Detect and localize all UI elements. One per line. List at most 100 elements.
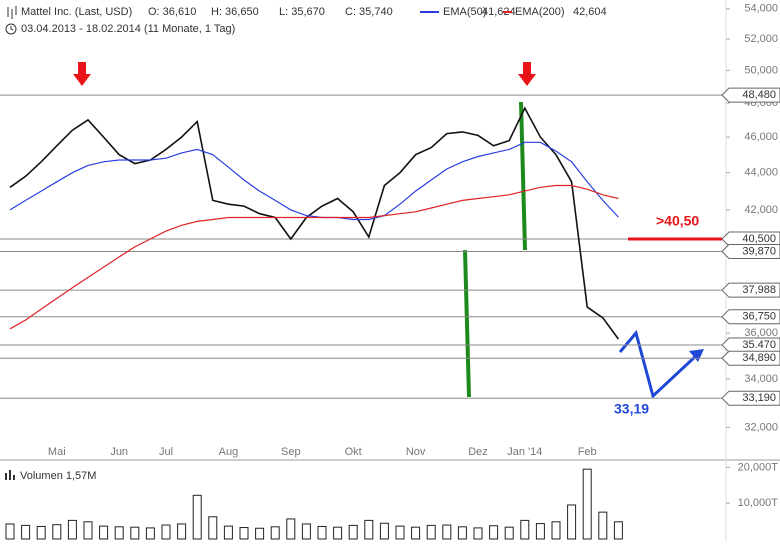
- volume-bar: [473, 527, 483, 540]
- level-label-box: [721, 350, 780, 366]
- volume-bar: [36, 525, 46, 540]
- volume-bar: [114, 526, 124, 540]
- y-tick-label: 50,000: [744, 64, 778, 76]
- volume-bar: [99, 525, 109, 540]
- volume-bar: [395, 525, 405, 540]
- clock-icon: [5, 23, 17, 35]
- green-line: [463, 249, 471, 398]
- volume-bar: [551, 521, 561, 540]
- level-label: 37,988: [742, 284, 776, 296]
- y-tick-label: 10,000T: [738, 497, 779, 509]
- y-tick-label: 32,000: [744, 421, 778, 433]
- volume-bar: [223, 525, 233, 540]
- volume-bar: [520, 519, 530, 540]
- y-tick-label: 46,000: [744, 131, 778, 143]
- volume-bar: [192, 494, 202, 540]
- volume-bar: [83, 521, 93, 540]
- y-tick-label: 36,000: [744, 327, 778, 339]
- volume-bar: [270, 526, 280, 540]
- level-label: 35.470: [742, 339, 776, 351]
- volume-bar: [286, 518, 296, 540]
- date-range: 03.04.2013 - 18.02.2014 (11 Monate, 1 Ta…: [21, 23, 235, 35]
- ohlc-icon: [7, 6, 17, 19]
- ema50-value: 41,624: [482, 6, 516, 18]
- x-tick-label: Nov: [406, 446, 426, 458]
- volume-bar: [489, 525, 499, 540]
- ema200-name: EMA(200): [515, 6, 565, 18]
- volume-bar: [598, 511, 608, 540]
- volume-bar: [301, 523, 311, 540]
- level-label-box: [721, 282, 780, 298]
- volume-bar: [177, 523, 187, 540]
- annotation: >40,50: [656, 213, 699, 229]
- x-tick-label: Jul: [159, 446, 173, 458]
- x-tick-label: Mai: [48, 446, 66, 458]
- level-label-box: [721, 390, 780, 406]
- y-tick-label: 52,000: [744, 33, 778, 45]
- close-value: C: 35,740: [345, 6, 393, 18]
- ema50-name: EMA(50): [443, 6, 486, 18]
- volume-title: Volumen 1,57M: [20, 470, 96, 482]
- volume-bar: [457, 526, 467, 540]
- volume-icon: [5, 470, 15, 480]
- y-tick-label: 20,000T: [738, 461, 779, 473]
- series-name: Mattel Inc. (Last, USD): [21, 6, 132, 18]
- volume-bar: [5, 523, 15, 540]
- volume-bar: [67, 519, 77, 540]
- projection-path: [618, 329, 700, 399]
- volume-bar: [239, 527, 249, 540]
- volume-bar: [21, 524, 31, 540]
- volume-bar: [348, 524, 358, 540]
- volume-bar: [504, 526, 514, 540]
- level-label-box: [721, 244, 780, 260]
- level-label-box: [721, 337, 780, 353]
- x-tick-label: Okt: [345, 446, 362, 458]
- arrow-head: [689, 349, 704, 362]
- x-tick-label: Jun: [110, 446, 128, 458]
- y-tick-label: 42,000: [744, 204, 778, 216]
- level-label: 39,870: [742, 245, 776, 257]
- x-tick-label: Jan '14: [507, 446, 542, 458]
- volume-bar: [255, 527, 265, 540]
- x-tick-label: Aug: [219, 446, 239, 458]
- volume-bar: [411, 526, 421, 540]
- volume-bar: [567, 504, 577, 540]
- level-label: 33,190: [742, 392, 776, 404]
- volume-bar: [317, 525, 327, 540]
- x-tick-label: Dez: [468, 446, 488, 458]
- high-value: H: 36,650: [211, 6, 259, 18]
- level-label-box: [721, 309, 780, 325]
- x-tick-label: Feb: [578, 446, 597, 458]
- arrow-down: [73, 62, 91, 86]
- volume-bar: [161, 524, 171, 540]
- volume-bar: [208, 516, 218, 540]
- y-tick-label: 44,000: [744, 167, 778, 179]
- level-label-box: [721, 231, 780, 247]
- green-line: [519, 101, 527, 251]
- y-tick-label: 34,000: [744, 373, 778, 385]
- open-value: O: 36,610: [148, 6, 196, 18]
- volume-bar: [426, 524, 436, 540]
- volume-bar: [130, 526, 140, 540]
- volume-bar: [442, 524, 452, 540]
- volume-bar: [379, 522, 389, 540]
- volume-bar: [535, 523, 545, 540]
- low-value: L: 35,670: [279, 6, 325, 18]
- volume-bar: [145, 527, 155, 540]
- x-tick-label: Sep: [281, 446, 301, 458]
- volume-bar: [613, 521, 623, 540]
- ema-line: [9, 184, 619, 330]
- level-label: 48,480: [742, 89, 776, 101]
- level-label: 36,750: [742, 311, 776, 323]
- level-label-box: [721, 87, 780, 103]
- price-line: [9, 106, 620, 340]
- ema-line: [9, 141, 619, 221]
- volume-bar: [364, 519, 374, 540]
- volume-bar: [333, 526, 343, 540]
- y-tick-label: 54,000: [744, 3, 778, 15]
- volume-bar: [582, 468, 592, 540]
- ema200-value: 42,604: [573, 6, 607, 18]
- annotation: 33,19: [614, 401, 649, 417]
- arrow-down: [518, 62, 536, 86]
